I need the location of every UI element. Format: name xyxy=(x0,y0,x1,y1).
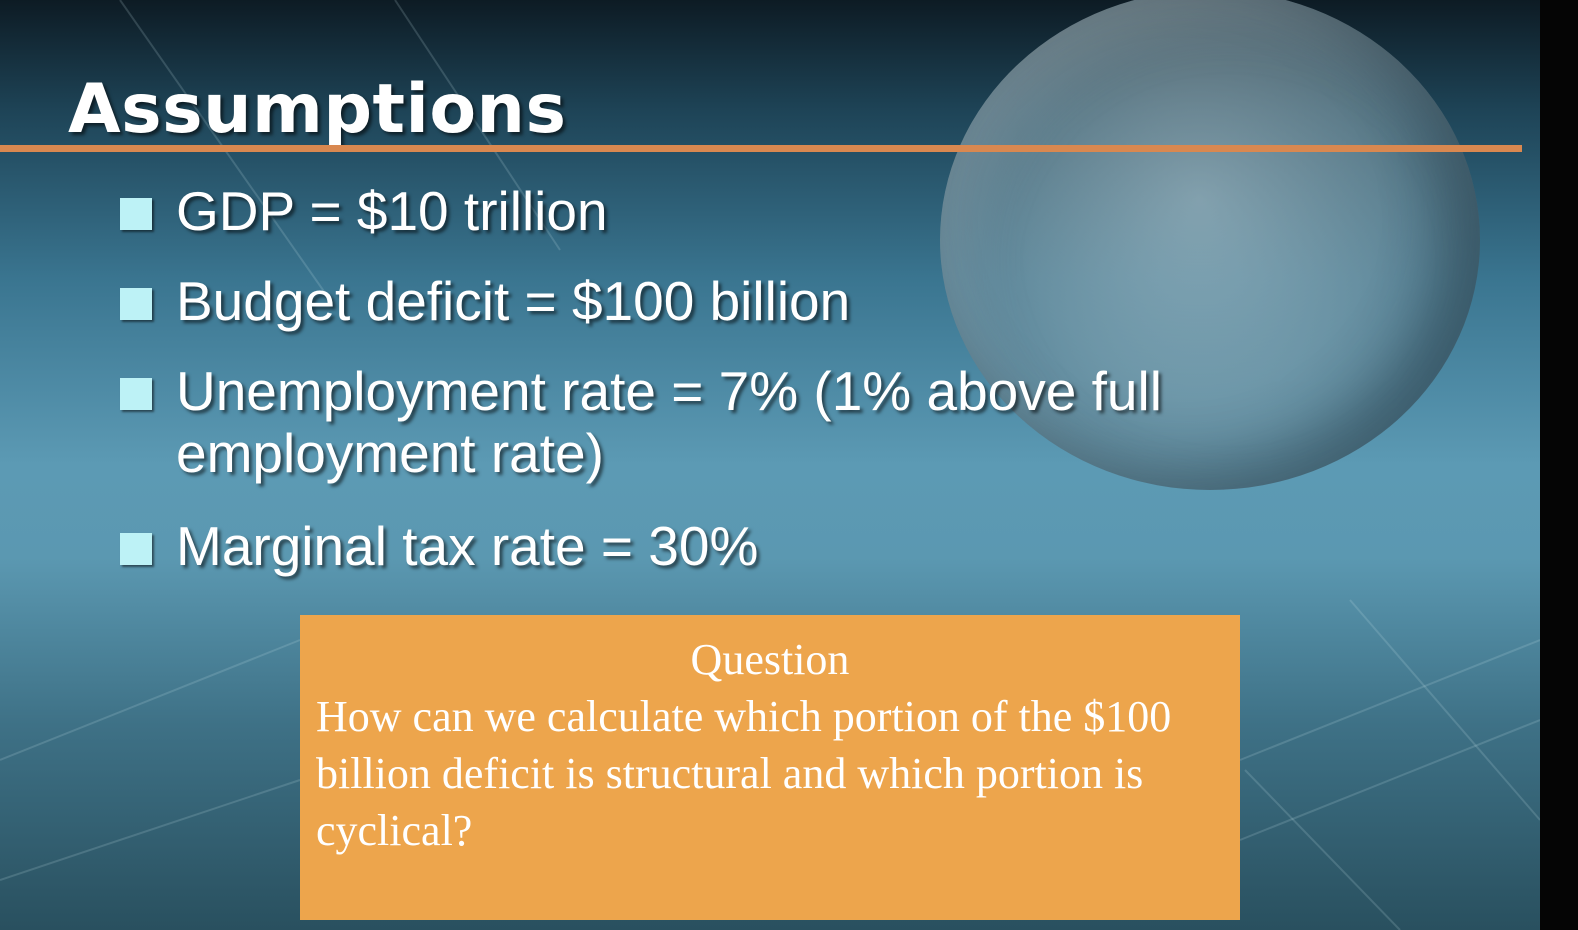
globe-icon xyxy=(940,0,1480,490)
bullet-budget-deficit: Budget deficit = $100 billion xyxy=(120,270,850,332)
bullet-text: Marginal tax rate = 30% xyxy=(176,515,759,577)
question-text: How can we calculate which portion of th… xyxy=(316,692,1172,855)
right-border xyxy=(1540,0,1578,930)
bullet-text: GDP = $10 trillion xyxy=(176,180,608,242)
square-bullet-icon xyxy=(120,288,152,320)
slide-title: Assumptions xyxy=(68,70,567,149)
square-bullet-icon xyxy=(120,533,152,565)
question-box: Question How can we calculate which port… xyxy=(300,615,1240,920)
bullet-text: Unemployment rate = 7% (1% above full em… xyxy=(176,360,1162,484)
slide: Assumptions GDP = $10 trillion Budget de… xyxy=(0,0,1540,930)
bullet-gdp: GDP = $10 trillion xyxy=(120,180,608,242)
bullet-text: Budget deficit = $100 billion xyxy=(176,270,851,332)
title-divider xyxy=(0,145,1522,152)
background-lines xyxy=(0,0,1540,930)
square-bullet-icon xyxy=(120,378,152,410)
bullet-marginal-tax-rate: Marginal tax rate = 30% xyxy=(120,515,758,577)
bullet-unemployment-rate: Unemployment rate = 7% (1% above full em… xyxy=(120,360,1356,484)
question-heading: Question xyxy=(690,635,850,684)
square-bullet-icon xyxy=(120,198,152,230)
